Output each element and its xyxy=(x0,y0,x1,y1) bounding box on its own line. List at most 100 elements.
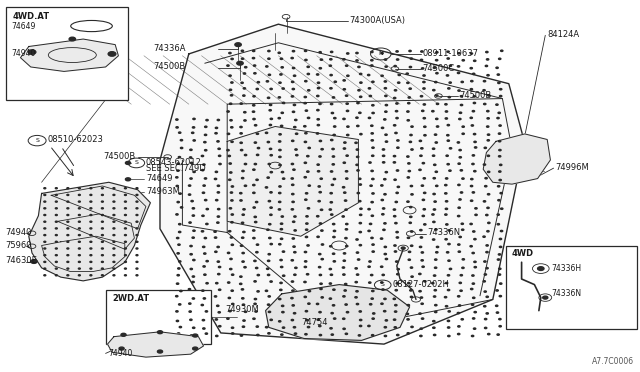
Circle shape xyxy=(292,184,294,186)
Circle shape xyxy=(470,246,472,247)
Circle shape xyxy=(483,90,485,91)
Circle shape xyxy=(421,185,424,186)
Bar xyxy=(506,246,637,329)
Circle shape xyxy=(257,291,259,292)
Circle shape xyxy=(460,275,463,276)
Circle shape xyxy=(206,208,209,210)
Circle shape xyxy=(318,186,321,187)
Circle shape xyxy=(358,66,360,68)
Circle shape xyxy=(448,230,451,231)
Circle shape xyxy=(305,193,308,194)
Circle shape xyxy=(270,154,273,156)
Circle shape xyxy=(44,187,46,189)
Circle shape xyxy=(279,186,281,187)
Circle shape xyxy=(294,230,296,231)
Circle shape xyxy=(421,303,423,304)
Circle shape xyxy=(56,234,58,236)
Circle shape xyxy=(497,259,500,260)
Circle shape xyxy=(380,238,383,239)
Circle shape xyxy=(269,104,272,106)
Circle shape xyxy=(320,288,322,289)
Circle shape xyxy=(292,290,294,291)
Circle shape xyxy=(343,148,346,149)
Circle shape xyxy=(217,192,220,193)
Circle shape xyxy=(266,66,268,67)
Circle shape xyxy=(44,234,46,236)
Circle shape xyxy=(190,254,192,255)
Circle shape xyxy=(495,305,498,307)
Circle shape xyxy=(397,82,400,83)
Circle shape xyxy=(484,274,486,275)
Circle shape xyxy=(344,142,346,143)
Circle shape xyxy=(189,311,191,312)
Circle shape xyxy=(435,60,438,61)
Circle shape xyxy=(420,148,423,149)
Circle shape xyxy=(227,111,229,112)
Circle shape xyxy=(307,326,310,328)
Circle shape xyxy=(192,281,194,283)
Circle shape xyxy=(113,254,115,256)
Circle shape xyxy=(113,261,115,263)
Circle shape xyxy=(321,297,323,298)
Circle shape xyxy=(202,231,204,232)
Circle shape xyxy=(422,110,424,112)
Circle shape xyxy=(383,208,385,209)
Circle shape xyxy=(232,303,234,305)
Text: N: N xyxy=(378,51,383,57)
Circle shape xyxy=(56,241,58,243)
Circle shape xyxy=(218,266,221,268)
Circle shape xyxy=(460,170,463,171)
Text: 74336N: 74336N xyxy=(552,289,582,298)
Circle shape xyxy=(483,201,486,202)
Circle shape xyxy=(257,334,259,336)
Circle shape xyxy=(368,117,371,119)
Circle shape xyxy=(445,208,447,209)
Circle shape xyxy=(231,186,234,187)
Circle shape xyxy=(204,237,207,239)
Circle shape xyxy=(483,80,486,82)
Circle shape xyxy=(230,192,232,193)
Circle shape xyxy=(423,118,426,119)
Circle shape xyxy=(410,134,412,136)
Circle shape xyxy=(280,74,282,75)
Circle shape xyxy=(278,298,281,300)
Circle shape xyxy=(179,231,181,232)
Circle shape xyxy=(268,260,270,262)
Circle shape xyxy=(280,289,282,291)
Circle shape xyxy=(487,231,489,232)
Circle shape xyxy=(356,149,358,150)
Circle shape xyxy=(67,248,69,249)
Circle shape xyxy=(202,320,205,321)
Circle shape xyxy=(177,253,179,254)
Circle shape xyxy=(486,296,488,298)
Circle shape xyxy=(385,134,387,135)
Circle shape xyxy=(69,37,76,41)
Circle shape xyxy=(79,208,81,209)
Circle shape xyxy=(360,319,362,321)
Circle shape xyxy=(44,214,46,215)
Circle shape xyxy=(253,73,256,74)
Circle shape xyxy=(447,320,449,321)
Circle shape xyxy=(474,261,476,263)
Circle shape xyxy=(486,313,488,314)
Circle shape xyxy=(488,333,490,335)
Circle shape xyxy=(410,245,413,246)
Circle shape xyxy=(384,81,387,82)
Circle shape xyxy=(396,59,399,60)
Circle shape xyxy=(254,298,257,300)
Circle shape xyxy=(176,214,178,215)
Circle shape xyxy=(411,276,413,277)
Circle shape xyxy=(295,267,297,269)
Circle shape xyxy=(79,275,81,276)
Circle shape xyxy=(102,201,104,202)
Circle shape xyxy=(193,327,195,328)
Circle shape xyxy=(344,192,346,193)
Circle shape xyxy=(372,112,374,114)
Circle shape xyxy=(90,194,92,195)
Circle shape xyxy=(192,298,195,299)
Circle shape xyxy=(472,252,474,254)
Circle shape xyxy=(136,261,138,263)
Circle shape xyxy=(500,89,502,90)
Circle shape xyxy=(90,254,92,256)
Circle shape xyxy=(205,311,207,312)
